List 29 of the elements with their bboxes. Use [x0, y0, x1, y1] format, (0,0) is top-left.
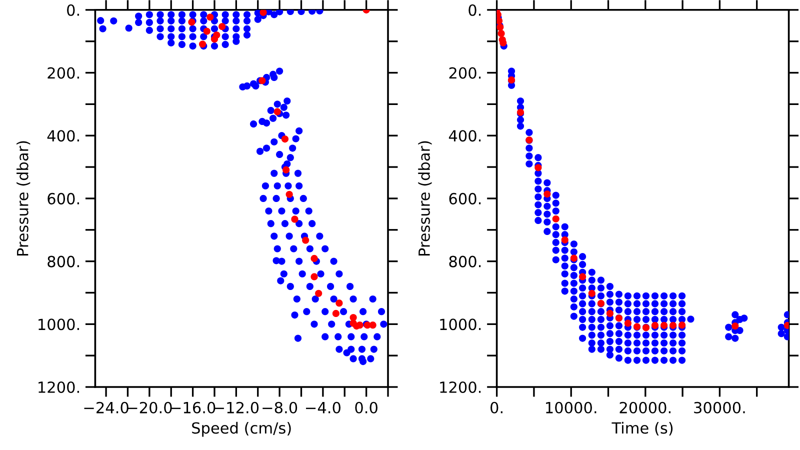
y-tick-label: 200.	[48, 67, 79, 79]
y-tick-label: 0.	[67, 4, 79, 16]
y-tick-label: 1200.	[440, 381, 481, 394]
x-tick-label: −8.0	[262, 402, 298, 414]
x-tick-label: −12.0	[214, 402, 259, 414]
y-tick-label: 1200.	[38, 381, 79, 394]
x-axis-title: Speed (cm/s)	[192, 422, 291, 437]
x-tick-label: 30000.	[694, 402, 745, 414]
x-tick-label: 0.0	[355, 402, 378, 414]
y-axis-title: Pressure (dbar)	[418, 141, 432, 256]
y-tick-label: 1000.	[38, 318, 79, 330]
x-tick-label: 20000.	[620, 402, 670, 414]
y-tick-label: 0.	[468, 4, 481, 16]
x-tick-label: 0.	[490, 402, 502, 414]
y-tick-label: 1000.	[440, 318, 481, 330]
y-tick-label: 800.	[449, 256, 481, 268]
x-axis-title: Time (s)	[612, 422, 673, 436]
x-tick-label: −4.0	[306, 402, 340, 414]
x-tick-label: −20.0	[128, 402, 172, 414]
x-tick-label: −24.0	[84, 402, 128, 414]
y-axis-title: Pressure (dbar)	[16, 141, 30, 256]
y-tick-label: 600.	[48, 192, 79, 204]
y-tick-label: 400.	[47, 130, 79, 142]
y-tick-label: 800.	[48, 256, 79, 268]
y-tick-label: 200.	[449, 67, 481, 79]
y-tick-label: 600.	[449, 192, 481, 204]
x-tick-label: 10000.	[546, 402, 596, 414]
y-tick-label: 400.	[448, 130, 481, 142]
x-tick-label: −16.0	[171, 402, 216, 414]
